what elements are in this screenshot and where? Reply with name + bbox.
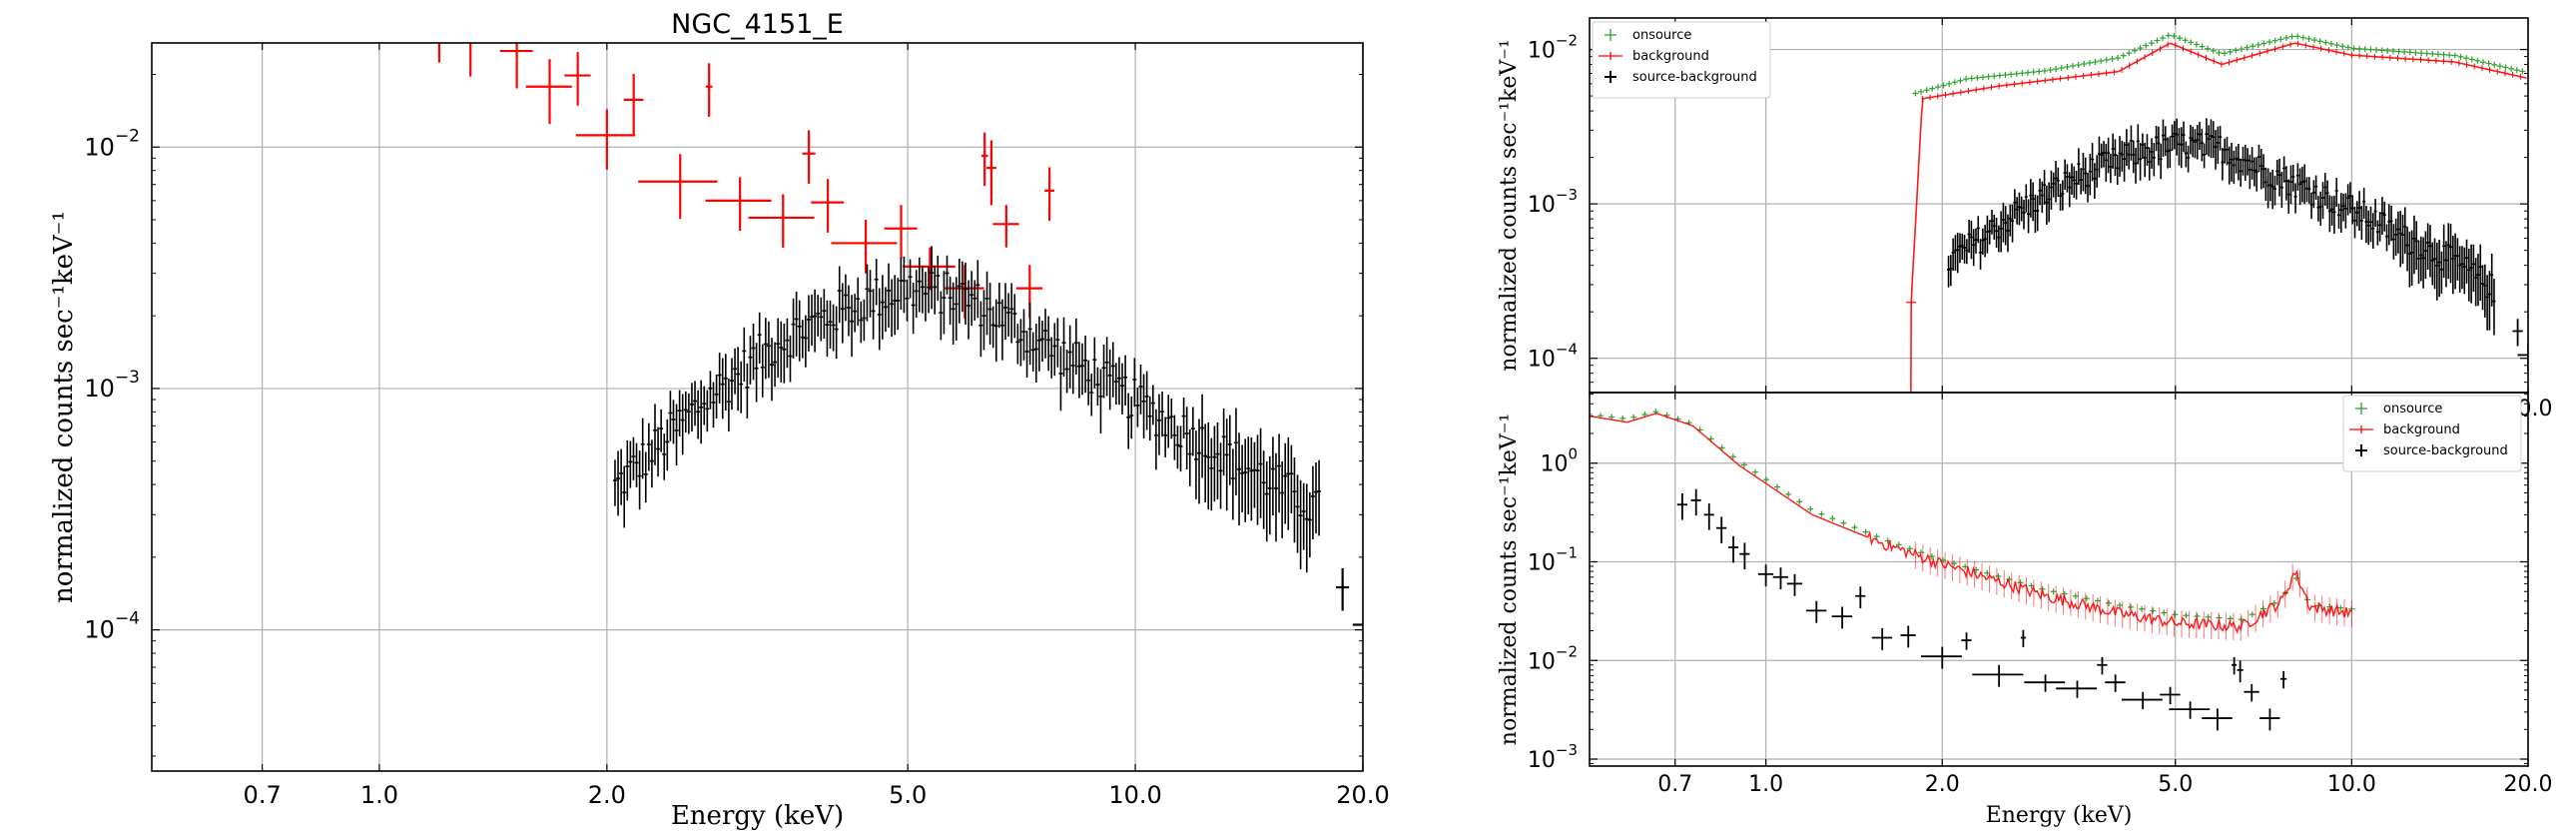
y-tick-label: 10−4	[1528, 341, 1578, 373]
x-tick-label: 1.0	[1748, 772, 1783, 797]
legend-box	[2342, 395, 2522, 472]
y-tick-label: 10−4	[84, 609, 140, 644]
y-axis-label: normalized counts sec⁻¹keV⁻¹	[1497, 39, 1522, 371]
x-axis-label: Energy (keV)	[671, 801, 844, 831]
x-tick-label: 20.0	[1336, 781, 1389, 809]
y-tick-label: 10−3	[1528, 741, 1578, 773]
series-source-background	[1947, 118, 2528, 371]
legend-label: onsource	[1632, 28, 1691, 43]
chart-title: NGC_4151_E	[671, 9, 844, 40]
background-line	[1910, 42, 2527, 393]
series-background	[1906, 40, 2527, 393]
x-tick-label: 0.7	[1657, 772, 1692, 797]
y-axis-label: normalized counts sec⁻¹keV⁻¹	[49, 211, 79, 603]
series-s1	[612, 246, 1363, 626]
x-tick-label: 5.0	[2158, 772, 2193, 797]
x-tick-label: 2.0	[588, 781, 626, 809]
series-onsource	[1912, 32, 2526, 97]
y-tick-label: 10−3	[1528, 186, 1578, 218]
y-tick-label: 10−2	[1528, 32, 1578, 64]
legend-label: background	[2383, 422, 2460, 437]
x-axis-label: Energy (keV)	[1986, 803, 2133, 828]
legend-box	[1592, 21, 1771, 99]
legend-label: source-background	[1632, 70, 1757, 85]
legend-label: onsource	[2383, 402, 2442, 417]
series-background	[1590, 413, 2352, 641]
y-tick-label: 10−1	[1528, 543, 1578, 575]
series-onsource	[1590, 409, 2355, 623]
plot-frame	[151, 42, 1364, 772]
x-tick-label: 1.0	[360, 781, 398, 809]
y-tick-label: 10−2	[84, 126, 140, 161]
background-line	[1590, 413, 2352, 634]
y-tick-label: 10−3	[84, 368, 140, 403]
plot-frame	[1589, 392, 2529, 767]
y-tick-label: 100	[1540, 445, 1578, 477]
x-tick-label: 5.0	[889, 781, 927, 809]
legend-label: source-background	[2383, 443, 2508, 458]
series-s0	[437, 43, 1055, 319]
legend-label: background	[1632, 49, 1709, 64]
y-tick-label: 10−2	[1528, 642, 1578, 674]
x-tick-label: 10.0	[1108, 781, 1161, 809]
y-axis-label: normalized counts sec⁻¹keV⁻¹	[1497, 414, 1522, 745]
x-tick-label: 10.0	[2327, 772, 2376, 797]
x-tick-label: 20.0	[2504, 772, 2553, 797]
series-source-background	[1676, 488, 2287, 731]
x-tick-label: 0.7	[244, 781, 282, 809]
x-tick-label: 2.0	[1925, 772, 1960, 797]
